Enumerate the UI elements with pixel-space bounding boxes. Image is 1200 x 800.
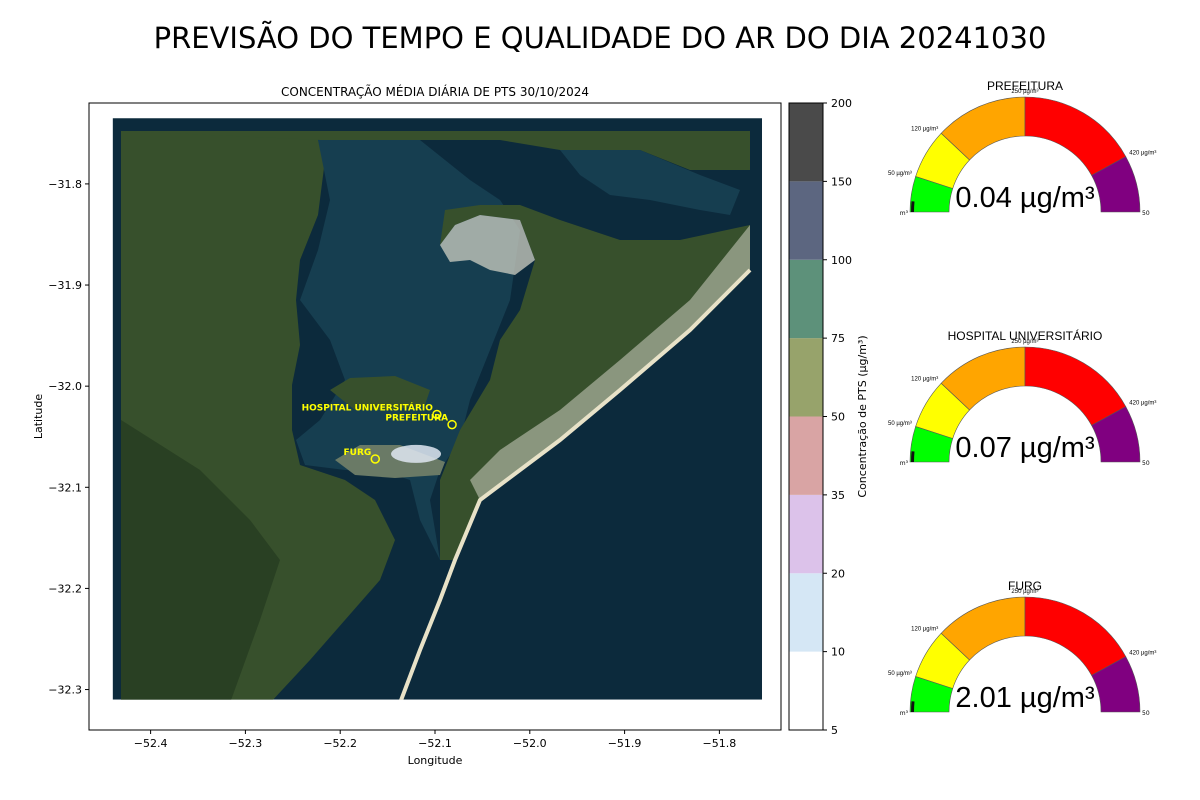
gauge: HOSPITAL UNIVERSITÁRIO 50 µg/m³ 120 µg/m³ 2… [888,328,1156,467]
gauge-threshold-label: 50 µg/m³ [888,421,912,427]
station-label: HOSPITAL UNIVERSITÁRIO [302,401,434,413]
map-title: CONCENTRAÇÃO MÉDIA DIÁRIA DE PTS 30/10/2… [281,84,589,99]
gauge-max-label: 50 [1142,460,1150,467]
x-tick-label: −52.2 [323,737,357,750]
y-tick-label: −32.0 [48,380,82,393]
gauge-value-label: 0.04 µg/m³ [955,182,1095,214]
city-island [330,376,430,410]
mainland-fields [121,420,280,700]
gauge-value-indicator [911,451,915,462]
station-marker [447,419,457,430]
gauge-max-label: 50 [1142,710,1150,717]
colorbar-tick-label: 75 [831,332,845,345]
gauge-threshold-label: 250 µg/m³ [1011,89,1038,95]
gauge-value-label: 0.07 µg/m³ [955,432,1095,464]
gauge-min-label: m³ [900,210,909,217]
colorbar-tick-label: 200 [831,97,852,110]
y-tick-label: −32.1 [48,481,82,494]
y-tick-label: −31.9 [48,279,82,292]
gauge-value-indicator [911,701,915,712]
gauge-min-label: m³ [900,710,909,717]
gauge-threshold-label: 250 µg/m³ [1011,339,1038,345]
gauge-value-label: 2.01 µg/m³ [955,682,1095,714]
colorbar-segment [789,651,823,730]
station-label: PREFEITURA [385,414,448,424]
gauge-title: FURG [1008,579,1042,593]
x-tick-label: −52.3 [229,737,263,750]
gauge: FURG 50 µg/m³ 120 µg/m³ 250 µg/m³ 420 µg/m³ m… [888,579,1156,717]
gauge-band [1024,596,1127,676]
y-axis-label: Latitude [32,394,45,440]
x-tick-label: −52.1 [418,737,452,750]
colorbar-tick-label: 5 [831,724,838,737]
gauge-max-label: 50 [1142,210,1150,217]
colorbar-tick-label: 100 [831,254,852,267]
gauge-band [1091,156,1141,213]
gauge-threshold-label: 420 µg/m³ [1129,401,1156,407]
colorbar-segment [789,494,823,574]
gauge-threshold-label: 120 µg/m³ [911,377,938,383]
station-marker [432,409,442,420]
gauge-band [1024,346,1127,426]
gauge-band [1091,656,1141,713]
colorbar-tick-label: 20 [831,567,845,580]
gauge-threshold-label: 50 µg/m³ [888,671,912,677]
colorbar-tick-label: 10 [831,646,845,659]
colorbar-tick-label: 150 [831,175,852,188]
northern-land [121,131,750,170]
pts-map: CONCENTRAÇÃO MÉDIA DIÁRIA DE PTS 30/10/2… [32,84,869,767]
gauge-title: PREFEITURA [987,79,1063,93]
x-tick-label: −52.0 [513,737,547,750]
gauge-band [1091,406,1141,463]
gauge-value-indicator [911,201,915,212]
y-tick-label: −31.8 [48,178,82,191]
x-axis-label: Longitude [408,754,463,767]
y-tick-label: −32.3 [48,684,82,697]
pts-plume [391,444,442,463]
colorbar-tick-label: 35 [831,489,845,502]
station-label: FURG [343,448,371,458]
gauge: PREFEITURA 50 µg/m³ 120 µg/m³ 250 µg/m³ 420 … [888,79,1156,217]
northeast-lagoon [560,150,740,215]
colorbar-segment [789,416,823,495]
coastal-dunes [470,225,750,500]
colorbar-segment [789,573,823,652]
gauge-title: HOSPITAL UNIVERSITÁRIO [948,328,1103,343]
station-gauges: PREFEITURA 50 µg/m³ 120 µg/m³ 250 µg/m³ 420 … [888,79,1156,717]
gauge-threshold-label: 120 µg/m³ [911,127,938,133]
gauge-threshold-label: 420 µg/m³ [1129,151,1156,157]
beach-line [399,268,752,700]
x-tick-label: −51.9 [608,737,642,750]
page-title: PREVISÃO DO TEMPO E QUALIDADE DO AR DO D… [154,21,1047,55]
sand-dunes [440,215,535,275]
x-tick-label: −51.8 [703,737,737,750]
colorbar-segment [789,103,823,182]
colorbar-segment [789,181,823,260]
gauge-threshold-label: 250 µg/m³ [1011,589,1038,595]
gauge-threshold-label: 50 µg/m³ [888,171,912,177]
colorbar-segment [789,338,823,417]
y-tick-label: −32.2 [48,582,82,595]
colorbar-label: Concentração de PTS (µg/m³) [856,335,869,497]
colorbar-tick-label: 50 [831,411,845,424]
x-tick-label: −52.4 [134,737,168,750]
gauge-threshold-label: 120 µg/m³ [911,627,938,633]
gauge-band [1024,96,1127,176]
gauge-min-label: m³ [900,460,909,467]
colorbar-segment [789,259,823,339]
station-marker [370,454,381,464]
gauge-threshold-label: 420 µg/m³ [1129,651,1156,657]
